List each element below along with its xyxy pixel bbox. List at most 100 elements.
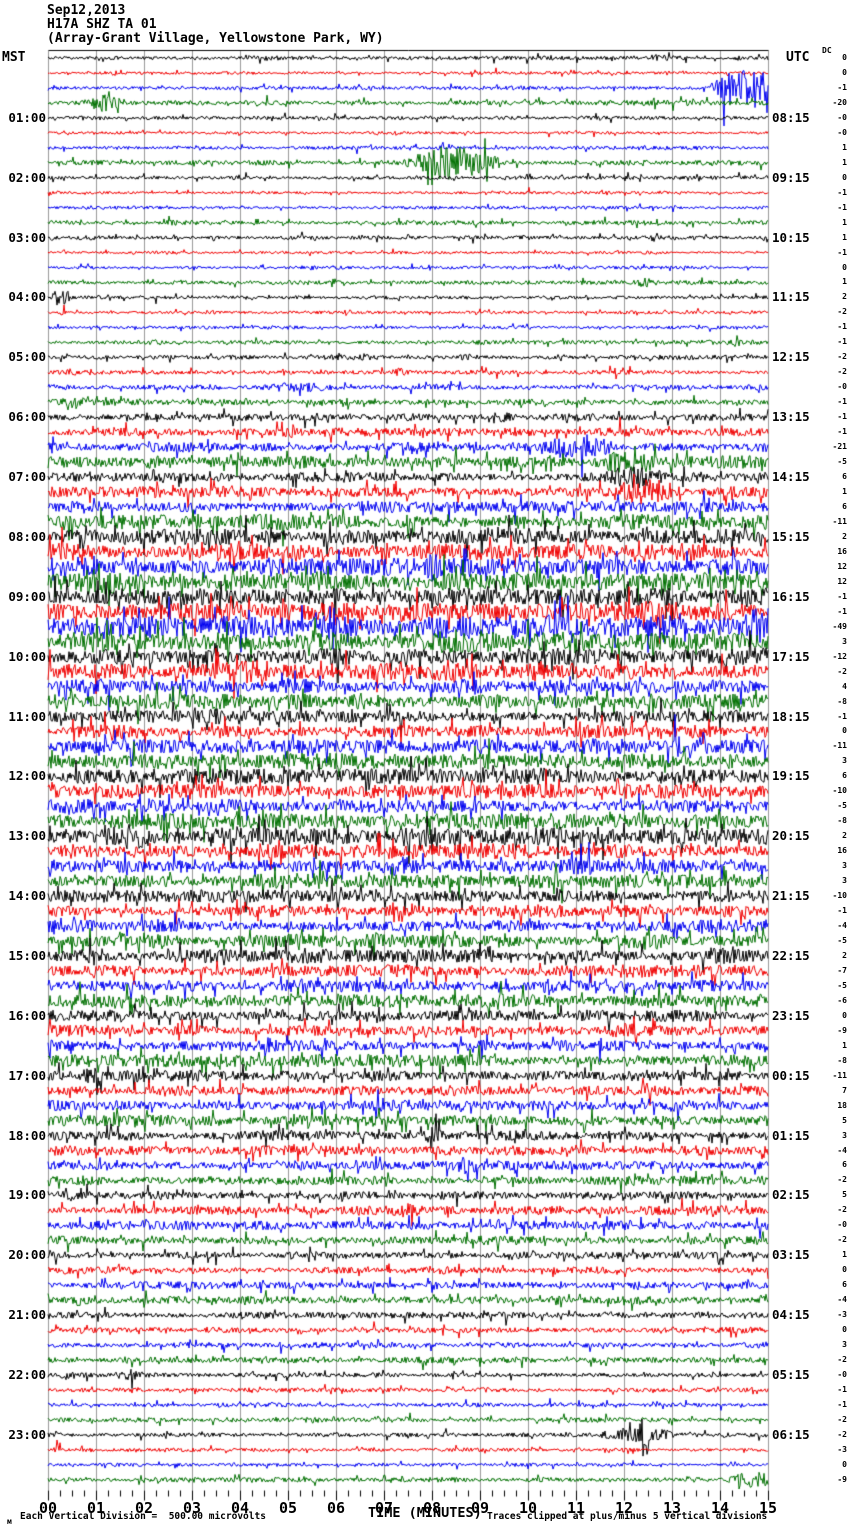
- dc-value-row-35: 12: [837, 561, 847, 571]
- dc-value-row-96: -9: [837, 1474, 847, 1484]
- mst-label-04:00: 04:00: [8, 289, 46, 305]
- dc-value-row-87: 3: [842, 1340, 847, 1350]
- utc-label-20:15: 20:15: [772, 828, 810, 844]
- dc-value-row-71: 18: [837, 1100, 847, 1110]
- dc-value-row-77: 5: [842, 1190, 847, 1200]
- utc-label-16:15: 16:15: [772, 588, 810, 604]
- utc-label-22:15: 22:15: [772, 947, 810, 963]
- dc-value-row-82: 0: [842, 1265, 847, 1275]
- dc-value-row-29: 6: [842, 472, 847, 482]
- dc-value-row-40: 3: [842, 636, 847, 646]
- dc-value-row-89: -0: [837, 1370, 847, 1379]
- dc-value-row-2: 0: [842, 67, 847, 77]
- dc-value-row-46: 0: [842, 726, 847, 736]
- dc-value-row-83: 6: [842, 1280, 847, 1290]
- mst-label-16:00: 16:00: [8, 1007, 46, 1023]
- dc-value-row-84: -4: [837, 1295, 847, 1305]
- dc-value-row-66: -9: [837, 1025, 847, 1035]
- dc-value-row-24: -1: [837, 397, 847, 407]
- dc-value-row-31: 6: [842, 501, 847, 511]
- mst-label-10:00: 10:00: [8, 648, 46, 664]
- dc-value-row-18: -2: [837, 307, 847, 317]
- dc-value-row-67: 1: [842, 1040, 847, 1050]
- plot-location: (Array-Grant Village, Yellowstone Park, …: [47, 31, 384, 46]
- corner-watermark: м: [7, 1517, 12, 1526]
- utc-label-06:15: 06:15: [772, 1426, 810, 1442]
- dc-value-row-47: -11: [832, 741, 847, 751]
- dc-value-row-30: 1: [842, 487, 847, 496]
- dc-value-row-21: -2: [837, 352, 847, 362]
- mst-label-09:00: 09:00: [8, 588, 46, 604]
- dc-value-row-90: -1: [837, 1384, 847, 1394]
- dc-value-row-34: 16: [837, 546, 847, 556]
- x-tick-00: 00: [38, 1499, 58, 1517]
- dc-value-row-44: -8: [837, 696, 847, 706]
- dc-value-row-11: -1: [837, 202, 847, 212]
- dc-value-row-14: -1: [837, 247, 847, 257]
- mst-label-08:00: 08:00: [8, 528, 46, 544]
- utc-label-05:15: 05:15: [772, 1367, 810, 1382]
- dc-value-row-64: -6: [837, 995, 847, 1005]
- x-tick-08: 08: [422, 1499, 442, 1517]
- dc-value-row-68: -8: [837, 1055, 847, 1065]
- mst-label-23:00: 23:00: [8, 1426, 46, 1442]
- left-timezone-label: MST: [2, 50, 26, 65]
- utc-label-23:15: 23:15: [772, 1007, 810, 1023]
- x-tick-06: 06: [326, 1499, 346, 1517]
- utc-label-13:15: 13:15: [772, 409, 810, 425]
- dc-value-row-59: -4: [837, 921, 847, 931]
- plot-date: Sep12,2013: [47, 3, 126, 18]
- plot-station: H17A SHZ TA 01: [47, 17, 157, 32]
- clip-note: Traces clipped at plus/minus 5 vertical …: [487, 1511, 768, 1522]
- dc-value-row-53: 2: [842, 831, 847, 841]
- dc-value-row-32: -11: [832, 516, 847, 526]
- dc-value-row-63: -5: [837, 980, 847, 990]
- dc-value-row-50: -10: [832, 786, 847, 796]
- mst-label-13:00: 13:00: [8, 828, 46, 844]
- dc-value-row-73: 3: [842, 1130, 847, 1140]
- x-tick-14: 14: [710, 1499, 730, 1517]
- dc-value-row-80: -2: [837, 1235, 847, 1245]
- dc-value-row-33: 2: [842, 531, 847, 541]
- dc-value-row-1: 0: [842, 53, 847, 62]
- mst-label-15:00: 15:00: [8, 947, 46, 963]
- dc-value-row-58: -1: [837, 906, 847, 916]
- mst-label-02:00: 02:00: [8, 169, 46, 185]
- dc-value-row-54: 16: [837, 846, 847, 856]
- mst-label-12:00: 12:00: [8, 768, 46, 784]
- utc-label-17:15: 17:15: [772, 648, 810, 664]
- utc-label-01:15: 01:15: [772, 1127, 810, 1143]
- dc-value-row-79: -0: [837, 1220, 847, 1230]
- utc-label-02:15: 02:15: [772, 1187, 810, 1203]
- utc-label-09:15: 09:15: [772, 169, 810, 185]
- x-tick-15: 15: [758, 1499, 778, 1517]
- dc-value-row-93: -2: [837, 1429, 847, 1439]
- mst-label-01:00: 01:00: [8, 109, 46, 125]
- mst-label-05:00: 05:00: [8, 349, 46, 365]
- dc-value-row-61: 2: [842, 950, 847, 960]
- dc-value-row-16: 1: [842, 277, 847, 287]
- dc-value-row-22: -2: [837, 367, 847, 377]
- mst-label-03:00: 03:00: [8, 229, 46, 245]
- dc-value-row-43: 4: [842, 681, 847, 691]
- dc-value-row-15: 0: [842, 262, 847, 272]
- dc-value-row-65: 0: [842, 1010, 847, 1020]
- utc-label-04:15: 04:15: [772, 1307, 810, 1323]
- dc-value-row-56: 3: [842, 876, 847, 886]
- dc-value-row-69: -11: [832, 1070, 847, 1080]
- x-tick-09: 09: [470, 1499, 490, 1517]
- dc-value-row-19: -1: [837, 322, 847, 332]
- dc-value-row-17: 2: [842, 292, 847, 302]
- utc-label-11:15: 11:15: [772, 289, 810, 305]
- dc-value-row-4: -20: [832, 97, 847, 107]
- dc-value-row-27: -21: [832, 442, 847, 452]
- dc-value-row-95: 0: [842, 1459, 847, 1469]
- dc-value-row-85: -3: [837, 1310, 847, 1320]
- mst-label-20:00: 20:00: [8, 1247, 46, 1263]
- dc-value-row-5: -0: [837, 112, 847, 122]
- utc-label-10:15: 10:15: [772, 229, 810, 245]
- dc-value-row-10: -1: [837, 187, 847, 197]
- dc-value-row-7: 1: [842, 142, 847, 152]
- dc-value-row-94: -3: [837, 1444, 847, 1454]
- dc-value-row-9: 0: [842, 172, 847, 182]
